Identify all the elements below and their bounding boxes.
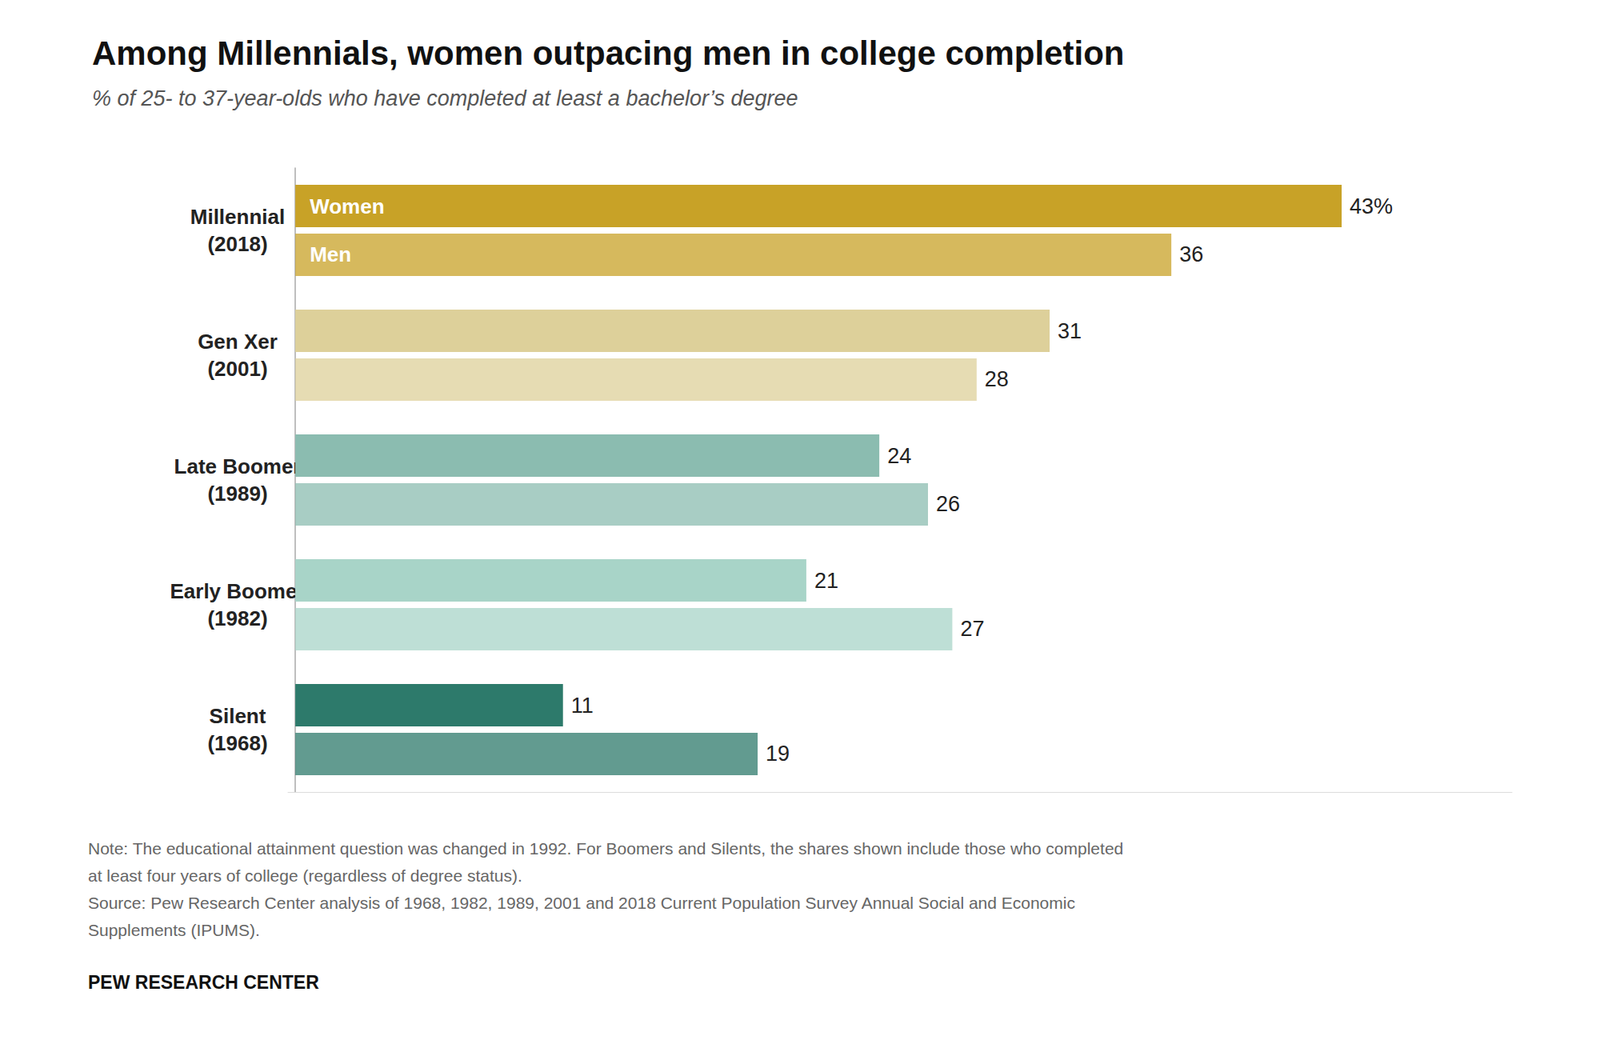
svg-text:Supplements (IPUMS).: Supplements (IPUMS). [88,920,260,940]
svg-text:PEW RESEARCH CENTER: PEW RESEARCH CENTER [88,972,320,993]
svg-text:28: 28 [984,367,1009,392]
svg-text:Millennial: Millennial [190,204,285,229]
svg-text:(1982): (1982) [207,606,268,631]
svg-text:(1989): (1989) [207,481,268,506]
svg-text:Gen Xer: Gen Xer [197,329,278,354]
svg-text:27: 27 [960,616,984,641]
svg-text:Women: Women [309,194,384,219]
svg-text:% of 25- to 37-year-olds who h: % of 25- to 37-year-olds who have comple… [92,86,799,111]
svg-text:(2018): (2018) [207,232,268,256]
svg-text:24: 24 [887,444,912,468]
svg-text:(1968): (1968) [207,731,268,756]
svg-text:Among Millennials, women outpa: Among Millennials, women outpacing men i… [92,34,1124,72]
svg-text:Early Boomer: Early Boomer [169,579,305,604]
svg-text:43%: 43% [1349,194,1393,219]
svg-text:Men: Men [309,242,352,267]
svg-text:11: 11 [571,693,594,718]
svg-text:(2001): (2001) [207,356,268,381]
svg-text:Late Boomer: Late Boomer [174,454,302,479]
svg-text:at least four years of college: at least four years of college (regardle… [88,866,523,885]
svg-text:Silent: Silent [209,704,267,728]
svg-text:21: 21 [814,568,839,593]
svg-text:36: 36 [1179,242,1204,267]
svg-text:Note: The educational attainme: Note: The educational attainment questio… [88,839,1124,858]
svg-text:19: 19 [765,741,790,766]
svg-text:26: 26 [936,492,960,516]
svg-text:Source: Pew Research Center an: Source: Pew Research Center analysis of … [88,893,1076,912]
svg-text:31: 31 [1057,319,1082,344]
